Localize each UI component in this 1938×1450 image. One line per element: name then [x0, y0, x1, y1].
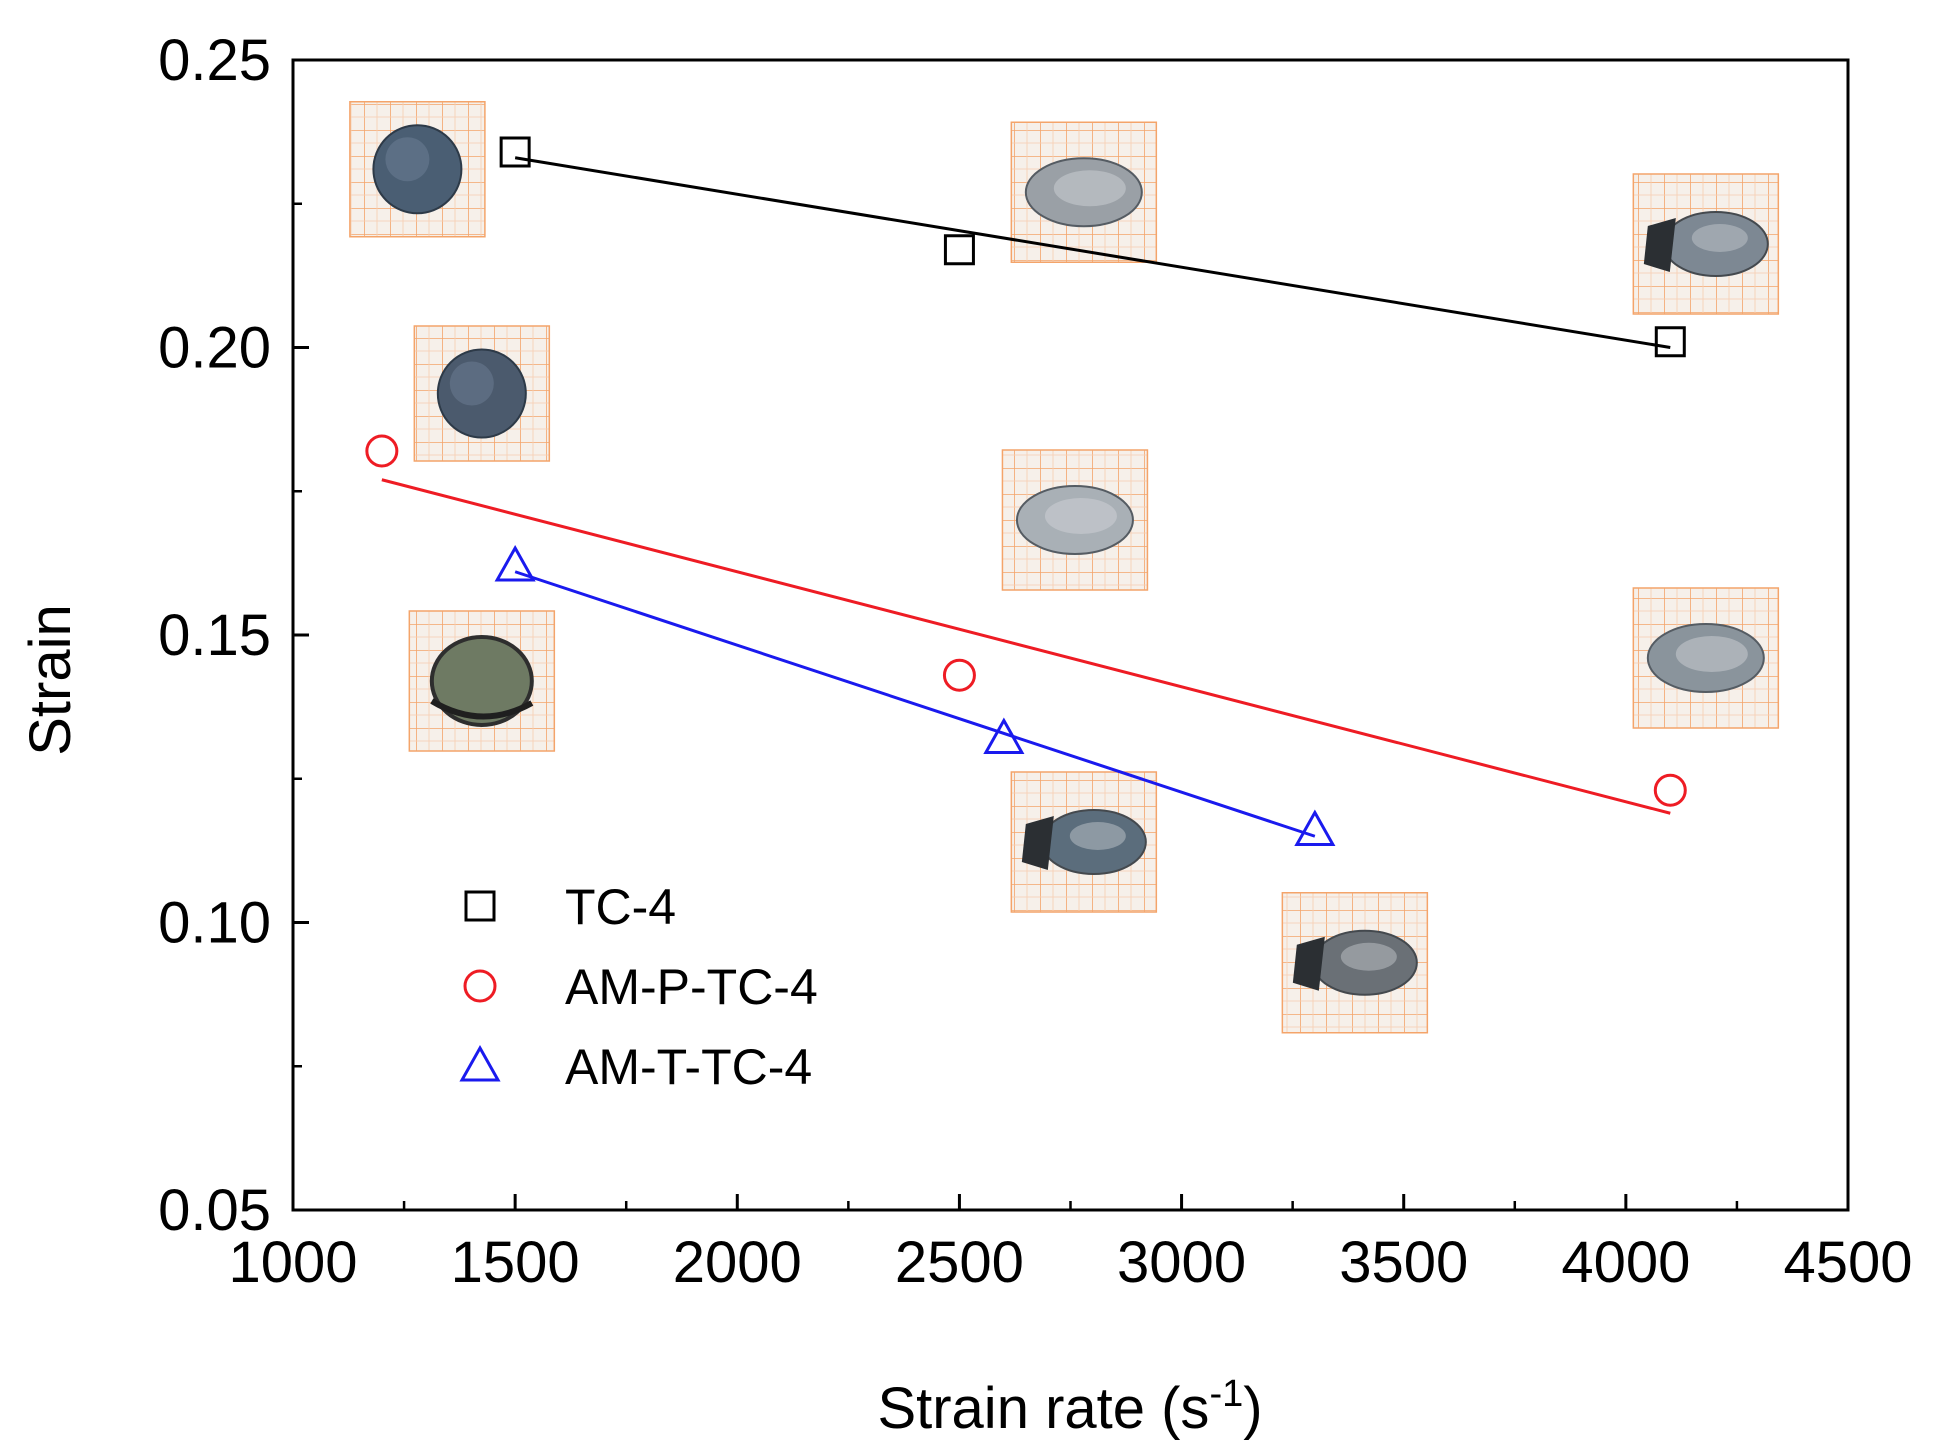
legend-label-am-p-tc-4: AM-P-TC-4	[565, 959, 818, 1015]
specimen-fractured-fragment	[1643, 218, 1676, 272]
specimen-tc4-4100	[1632, 173, 1780, 315]
y-tick-label: 0.15	[158, 603, 271, 668]
axis-ticks	[291, 58, 1850, 1212]
y-tick-label: 0.05	[158, 1178, 271, 1243]
specimen-highlight	[385, 137, 430, 182]
specimen-amt-1500	[408, 610, 556, 752]
x-tick-label: 2000	[673, 1230, 802, 1295]
legend-marker-am-t-tc-4	[459, 1044, 501, 1082]
specimen-photo-insets	[349, 101, 1780, 1034]
y-axis-title: Strain	[18, 604, 83, 756]
specimen-disc	[436, 348, 527, 439]
specimen-highlight	[1044, 498, 1117, 534]
tick-labels: 1000 1500 2000 2500 3000 3500 4000 4500 0.05 0.10…	[158, 28, 1912, 1295]
specimen-amp-4100	[1632, 587, 1780, 729]
x-tick-label: 2500	[895, 1230, 1024, 1295]
specimen-amt-2600	[1010, 771, 1158, 913]
x-tick-label: 1500	[451, 1230, 580, 1295]
y-tick-label: 0.20	[158, 316, 271, 381]
fit-line-am-p-tc-4	[381, 478, 1671, 815]
specimen-flattened	[1015, 485, 1134, 555]
specimen-tc4-1500	[349, 101, 486, 238]
data-point-tc-4	[943, 234, 975, 266]
data-markers	[365, 136, 1687, 846]
specimen-highlight	[449, 361, 494, 406]
specimen-fractured-fragment	[1292, 936, 1325, 991]
legend: TC-4 AM-P-TC-4 AM-T-TC-4	[459, 879, 818, 1095]
x-axis-title-exponent: -1	[1209, 1373, 1243, 1415]
specimen-highlight	[1340, 942, 1397, 971]
specimen-fractured-fragment	[1021, 816, 1054, 870]
legend-marker-am-p-tc-4	[463, 969, 497, 1003]
data-point-tc-4	[1654, 326, 1686, 358]
x-tick-label: 4500	[1783, 1230, 1912, 1295]
specimen-highlight	[1053, 170, 1126, 207]
fit-line-tc-4	[514, 156, 1671, 349]
x-tick-label: 1000	[228, 1230, 357, 1295]
specimen-highlight	[1675, 636, 1748, 672]
x-axis-title: Strain rate (s-1)	[877, 1373, 1262, 1441]
x-axis-title-close: )	[1243, 1376, 1262, 1441]
legend-marker-tc-4	[464, 890, 496, 922]
legend-label-am-t-tc-4: AM-T-TC-4	[565, 1039, 812, 1095]
specimen-amp-2500	[1001, 449, 1149, 591]
specimen-disc	[372, 124, 463, 215]
data-point-am-t-tc-4	[983, 717, 1025, 754]
specimen-tc4-2500	[1010, 121, 1158, 263]
legend-label-tc-4: TC-4	[565, 879, 676, 935]
specimen-highlight	[1069, 822, 1126, 850]
specimen-cracked	[429, 635, 534, 727]
specimen-amp-1200	[413, 325, 551, 462]
x-tick-label: 3000	[1117, 1230, 1246, 1295]
specimen-flattened	[1024, 157, 1143, 228]
fit-line-am-t-tc-4	[514, 570, 1316, 838]
fit-lines	[381, 156, 1671, 838]
data-point-tc-4	[499, 136, 531, 168]
x-tick-label: 4000	[1561, 1230, 1690, 1295]
specimen-crack-edge	[430, 698, 534, 720]
data-point-am-p-tc-4	[942, 658, 976, 692]
x-axis-title-main: Strain rate (s	[877, 1376, 1209, 1441]
y-tick-label: 0.10	[158, 891, 271, 956]
specimen-highlight	[1691, 224, 1748, 252]
data-point-am-p-tc-4	[365, 434, 399, 468]
y-tick-label: 0.25	[158, 28, 271, 93]
data-point-am-p-tc-4	[1653, 773, 1687, 807]
x-tick-label: 3500	[1339, 1230, 1468, 1295]
data-point-am-t-tc-4	[494, 544, 536, 582]
data-point-am-t-tc-4	[1294, 809, 1336, 846]
specimen-amt-3300	[1281, 892, 1429, 1034]
specimen-flattened	[1646, 623, 1765, 693]
